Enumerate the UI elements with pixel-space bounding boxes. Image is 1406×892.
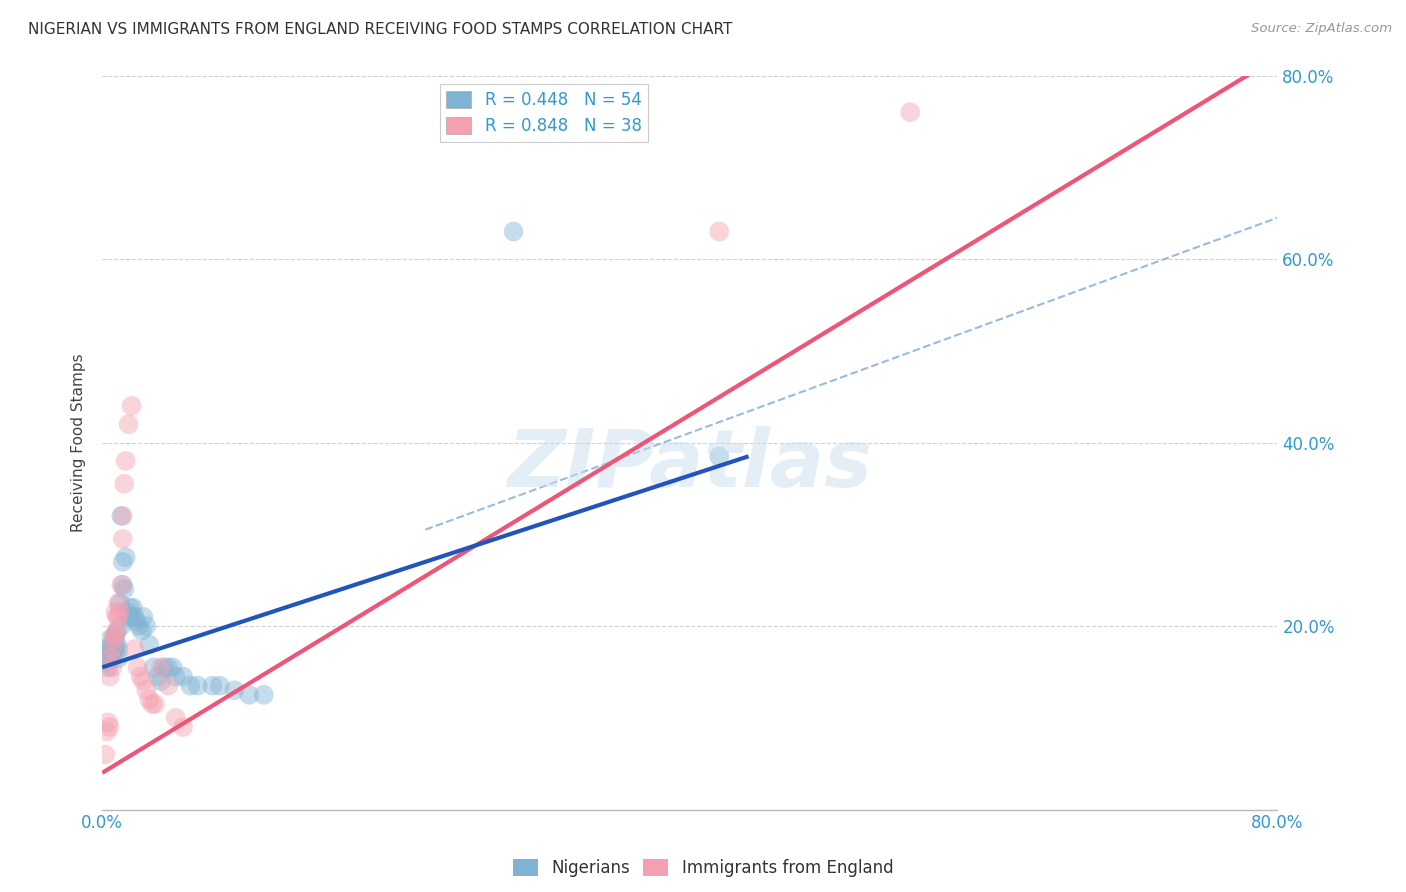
Point: [709, 225, 731, 239]
Point: [101, 642, 124, 657]
Point: [104, 628, 127, 642]
Point: [157, 679, 180, 693]
Point: [100, 651, 122, 665]
Point: [142, 660, 165, 674]
Point: [149, 660, 172, 674]
Point: [179, 679, 201, 693]
Point: [94, 642, 117, 657]
Point: [125, 615, 148, 629]
Point: [111, 508, 134, 523]
Text: NIGERIAN VS IMMIGRANTS FROM ENGLAND RECEIVING FOOD STAMPS CORRELATION CHART: NIGERIAN VS IMMIGRANTS FROM ENGLAND RECE…: [28, 22, 733, 37]
Point: [172, 669, 194, 683]
Point: [112, 582, 135, 597]
Point: [108, 596, 131, 610]
Point: [104, 642, 127, 657]
Point: [118, 610, 141, 624]
Point: [112, 476, 135, 491]
Point: [138, 692, 160, 706]
Point: [165, 711, 187, 725]
Point: [103, 642, 125, 657]
Point: [201, 679, 224, 693]
Point: [94, 747, 117, 762]
Point: [129, 669, 152, 683]
Point: [105, 637, 128, 651]
Point: [149, 674, 172, 689]
Point: [141, 697, 163, 711]
Point: [100, 642, 122, 657]
Point: [107, 610, 129, 624]
Point: [98, 647, 121, 661]
Point: [128, 619, 150, 633]
Text: Source: ZipAtlas.com: Source: ZipAtlas.com: [1251, 22, 1392, 36]
Point: [187, 679, 209, 693]
Point: [124, 610, 146, 624]
Point: [132, 674, 155, 689]
Point: [111, 532, 134, 546]
Point: [127, 660, 149, 674]
Point: [110, 619, 132, 633]
Point: [114, 454, 136, 468]
Point: [162, 660, 184, 674]
Point: [107, 596, 129, 610]
Point: [502, 225, 524, 239]
Point: [105, 624, 128, 638]
Point: [98, 669, 121, 683]
Point: [98, 720, 121, 734]
Point: [96, 656, 118, 670]
Point: [105, 624, 128, 638]
Point: [135, 619, 157, 633]
Y-axis label: Receiving Food Stamps: Receiving Food Stamps: [72, 353, 86, 532]
Point: [98, 632, 121, 647]
Point: [101, 637, 124, 651]
Point: [153, 660, 176, 674]
Point: [110, 508, 132, 523]
Point: [97, 660, 120, 674]
Point: [101, 660, 124, 674]
Point: [105, 610, 128, 624]
Point: [135, 683, 157, 698]
Point: [172, 720, 194, 734]
Point: [104, 628, 127, 642]
Point: [143, 697, 166, 711]
Legend: R = 0.448   N = 54, R = 0.848   N = 38: R = 0.448 N = 54, R = 0.848 N = 38: [440, 84, 648, 142]
Point: [238, 688, 260, 702]
Point: [253, 688, 276, 702]
Point: [709, 450, 731, 464]
Legend: Nigerians, Immigrants from England: Nigerians, Immigrants from England: [506, 852, 900, 884]
Point: [96, 724, 118, 739]
Point: [114, 550, 136, 565]
Point: [103, 628, 125, 642]
Point: [97, 715, 120, 730]
Point: [224, 683, 246, 698]
Point: [208, 679, 231, 693]
Point: [100, 651, 122, 665]
Point: [108, 605, 131, 619]
Point: [121, 399, 143, 413]
Point: [115, 605, 138, 619]
Point: [103, 632, 125, 647]
Point: [97, 651, 120, 665]
Point: [120, 600, 142, 615]
Point: [107, 651, 129, 665]
Point: [103, 632, 125, 647]
Point: [146, 669, 169, 683]
Point: [138, 637, 160, 651]
Point: [898, 105, 921, 120]
Point: [157, 660, 180, 674]
Text: ZIPatlas: ZIPatlas: [508, 425, 872, 504]
Point: [104, 605, 127, 619]
Point: [121, 610, 143, 624]
Point: [111, 578, 134, 592]
Point: [111, 555, 134, 569]
Point: [107, 642, 129, 657]
Point: [132, 610, 155, 624]
Point: [165, 669, 187, 683]
Point: [101, 647, 124, 661]
Point: [110, 578, 132, 592]
Point: [118, 417, 141, 432]
Point: [122, 600, 145, 615]
Point: [124, 642, 146, 657]
Point: [131, 624, 153, 638]
